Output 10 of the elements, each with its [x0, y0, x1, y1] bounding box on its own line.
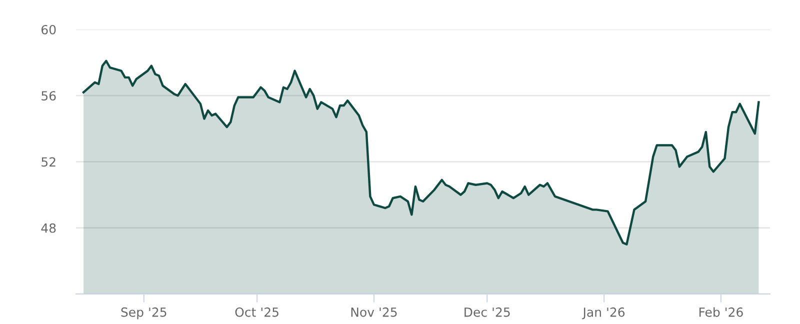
y-tick-label: 52 [42, 157, 56, 167]
x-tick-label: Sep '25 [121, 307, 166, 320]
x-tick-label: Nov '25 [351, 307, 397, 317]
x-tick-label: Dec '25 [464, 307, 510, 317]
x-tick-label: Oct '25 [235, 307, 278, 317]
y-tick-label: 56 [42, 91, 56, 101]
y-tick-label: 60 [42, 24, 56, 34]
x-tick-label: Jan '26 [582, 307, 625, 320]
y-tick-label: 48 [41, 223, 56, 233]
x-tick-label: Feb '26 [699, 307, 743, 317]
